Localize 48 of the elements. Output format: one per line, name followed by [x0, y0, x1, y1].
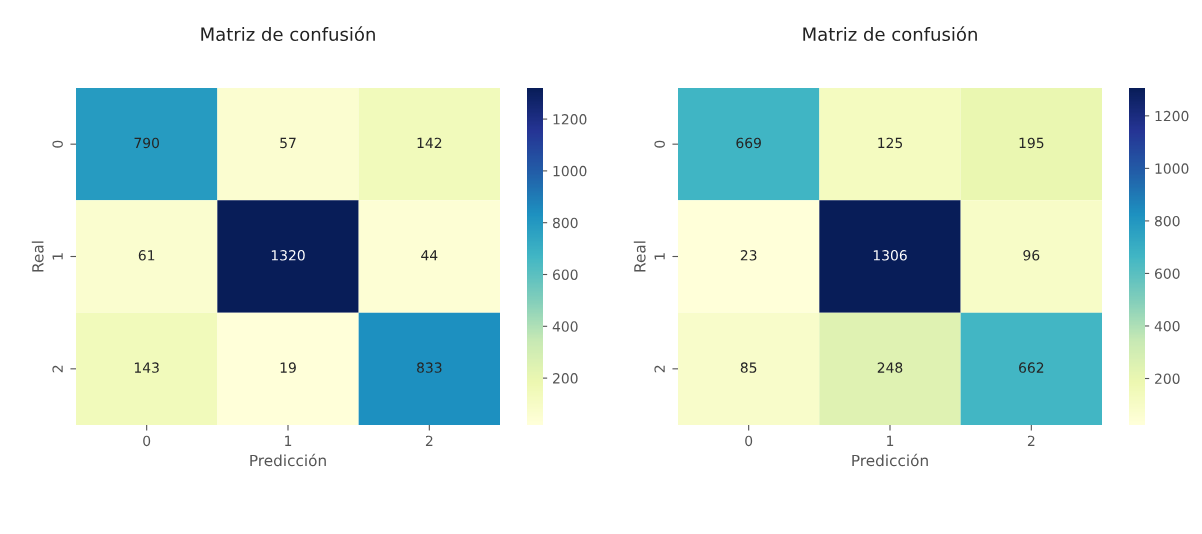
data-label: 1320 [271, 250, 305, 261]
y-tick-label: 1 [654, 253, 665, 260]
y-tick-label: 2 [52, 365, 63, 373]
data-label: 61 [138, 250, 155, 261]
data-label: 85 [740, 362, 757, 373]
x-axis-title: Predicción [852, 453, 928, 467]
data-label: 669 [736, 137, 761, 149]
y-tick-label: 0 [52, 140, 63, 148]
color-bar-label: 1000 [553, 165, 587, 177]
data-label: 662 [1019, 362, 1044, 373]
x-tick-label: 0 [745, 435, 753, 447]
chart-title: Matriz de confusión [201, 26, 375, 42]
color-bar-label: 400 [1154, 320, 1180, 332]
chart-title: Matriz de confusión [803, 26, 977, 42]
color-bar-label: 200 [553, 373, 578, 384]
y-tick-label: 0 [654, 140, 665, 148]
data-label: 44 [421, 250, 438, 261]
data-label: 248 [877, 362, 903, 373]
data-label: 19 [280, 362, 296, 373]
color-bar-label: 1200 [553, 114, 587, 125]
x-tick-label: 1 [887, 435, 894, 446]
color-bar-label: 600 [553, 269, 578, 280]
y-axis-title: Real [633, 241, 646, 272]
data-label: 57 [280, 137, 296, 149]
color-bar-label: 800 [1154, 215, 1180, 227]
x-axis-title: Predicción [250, 453, 326, 467]
data-label: 1306 [873, 250, 907, 261]
color-bar-label: 400 [552, 321, 578, 332]
data-label: 125 [878, 137, 903, 149]
data-label: 96 [1023, 250, 1040, 261]
x-tick-label: 2 [425, 435, 433, 446]
color-bar-label: 1000 [1155, 163, 1189, 174]
y-tick-label: 2 [654, 365, 665, 373]
color-bar-label: 200 [1155, 373, 1180, 384]
color-bar-label: 600 [1155, 268, 1180, 279]
color-bar-label: 1200 [1155, 110, 1189, 122]
data-label: 790 [134, 137, 159, 149]
data-label: 143 [134, 362, 159, 373]
y-tick-label: 1 [52, 253, 63, 260]
y-axis-title: Real [31, 241, 44, 272]
data-label: 142 [417, 137, 442, 148]
color-bar-label: 800 [552, 217, 578, 229]
data-label: 833 [417, 362, 442, 373]
data-label: 195 [1019, 137, 1044, 149]
x-tick-label: 1 [285, 435, 292, 446]
x-tick-label: 0 [143, 435, 151, 447]
data-label: 23 [740, 250, 757, 261]
x-tick-label: 2 [1027, 435, 1035, 446]
